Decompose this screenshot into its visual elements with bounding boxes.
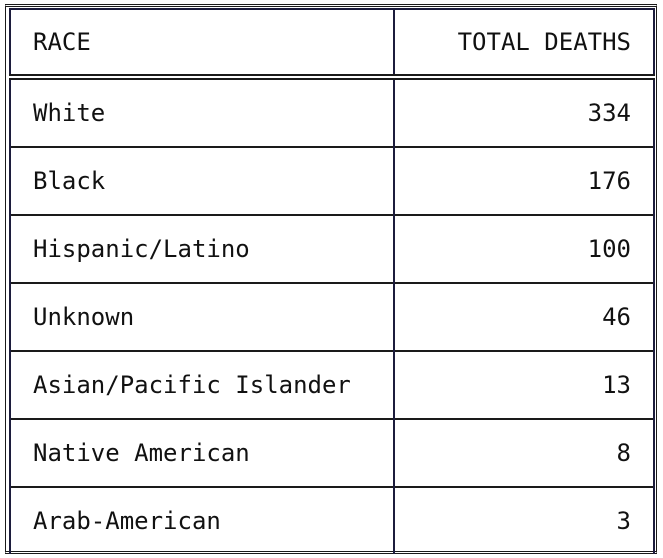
race-cell: Black [9,147,395,215]
header-race: RACE [9,8,395,77]
race-cell: Hispanic/Latino [9,215,395,283]
deaths-cell: 46 [393,283,655,351]
table-row: Unknown 46 [9,283,655,351]
table-body: White 334 Black 176 Hispanic/Latino 100 … [9,77,655,554]
deaths-cell: 13 [393,351,655,419]
race-cell: White [9,77,395,147]
header-total-deaths: TOTAL DEATHS [393,8,655,77]
table-row: Hispanic/Latino 100 [9,215,655,283]
header-row: RACE TOTAL DEATHS [9,8,655,77]
deaths-cell: 176 [393,147,655,215]
race-cell: Asian/Pacific Islander [9,351,395,419]
deaths-cell: 3 [393,487,655,554]
deaths-cell: 334 [393,77,655,147]
race-cell: Arab-American [9,487,395,554]
table-header: RACE TOTAL DEATHS [9,8,655,77]
deaths-cell: 8 [393,419,655,487]
table-row: Arab-American 3 [9,487,655,554]
table-row: Native American 8 [9,419,655,487]
deaths-cell: 100 [393,215,655,283]
table-row: Black 176 [9,147,655,215]
race-cell: Native American [9,419,395,487]
table-row: White 334 [9,77,655,147]
table-row: Asian/Pacific Islander 13 [9,351,655,419]
deaths-by-race-table: RACE TOTAL DEATHS White 334 Black 176 Hi… [9,8,655,554]
race-cell: Unknown [9,283,395,351]
